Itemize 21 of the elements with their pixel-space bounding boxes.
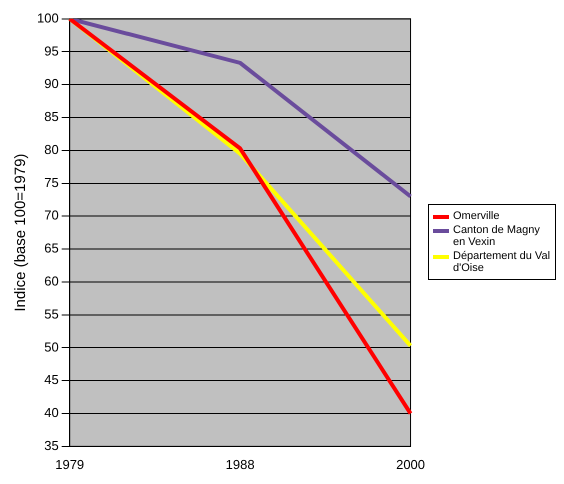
y-tick-label: 75 [44, 174, 59, 190]
y-tick-label: 100 [36, 10, 59, 26]
y-tick-label: 90 [44, 76, 59, 92]
y-tick-label: 45 [44, 372, 59, 388]
y-tick-label: 65 [44, 240, 59, 256]
x-tick-label: 1979 [55, 456, 84, 472]
y-tick-label: 50 [44, 339, 59, 354]
y-tick-label: 55 [44, 306, 59, 322]
y-tick-label: 95 [44, 43, 59, 58]
y-tick-label: 35 [44, 438, 59, 453]
y-tick-label: 40 [44, 405, 59, 420]
y-tick-label: 70 [44, 208, 59, 223]
legend-label: Canton de Magny en Vexin [453, 224, 541, 248]
x-tick-label: 1988 [226, 456, 255, 472]
y-tick-label: 60 [44, 274, 59, 289]
y-tick-label: 80 [44, 142, 59, 157]
legend-label: Département du Val d'Oise [453, 250, 551, 274]
x-tick-label: 2000 [396, 456, 425, 472]
y-axis-title: Indice (base 100=1979) [12, 154, 30, 312]
legend-label: Omerville [453, 210, 500, 222]
y-tick-label: 85 [44, 109, 59, 124]
